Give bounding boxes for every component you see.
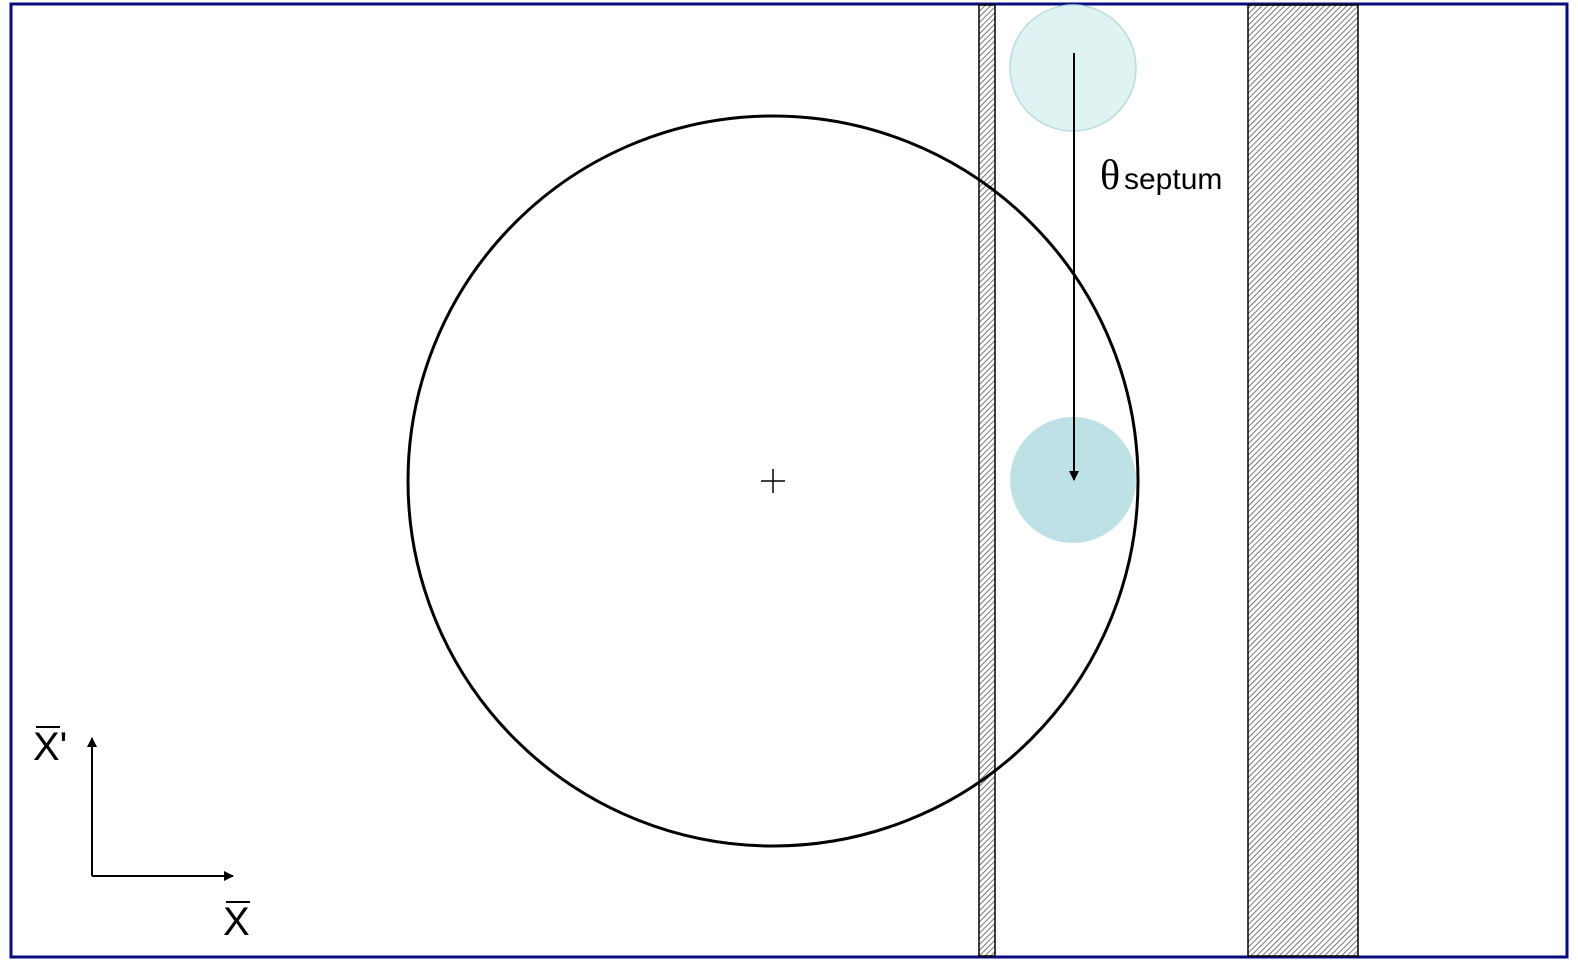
septum-thin — [978, 4, 996, 957]
center-cross — [761, 469, 785, 493]
x-label: X — [223, 900, 250, 944]
acceptance-circle — [406, 114, 1140, 848]
septum-thick — [1247, 4, 1359, 957]
x-prime-label: X' — [33, 725, 67, 769]
septum-subscript: septum — [1124, 163, 1222, 196]
theta-label: θ — [1100, 153, 1120, 199]
